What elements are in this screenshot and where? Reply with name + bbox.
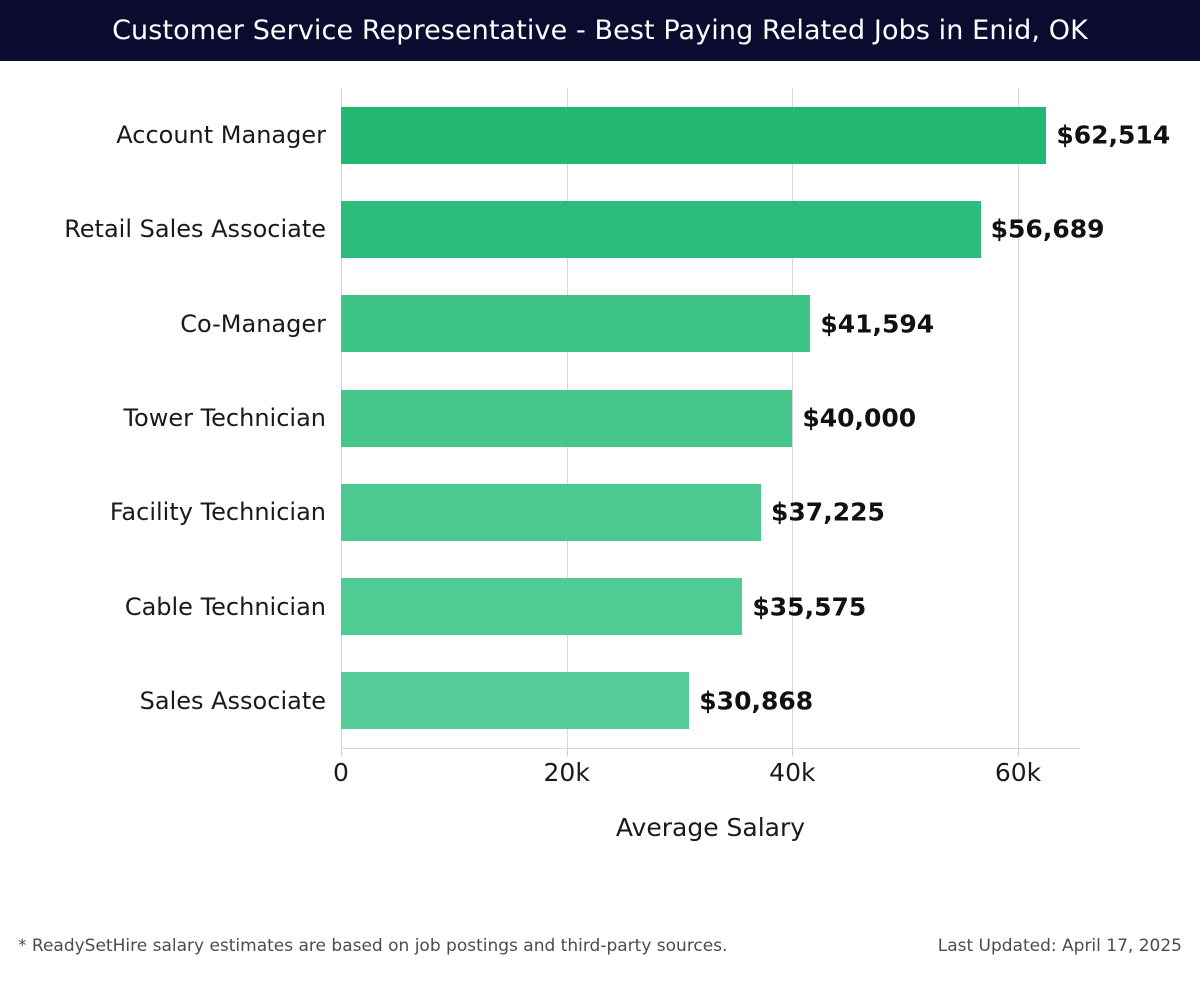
- value-label: $30,868: [699, 686, 814, 716]
- x-tick-mark: [341, 749, 342, 756]
- value-label: $35,575: [752, 592, 867, 622]
- gridline: [792, 88, 794, 748]
- category-label: Facility Technician: [109, 498, 326, 527]
- category-label: Tower Technician: [123, 404, 326, 432]
- category-label: Sales Associate: [139, 686, 326, 715]
- x-axis-line: [341, 748, 1080, 749]
- category-label: Cable Technician: [124, 592, 326, 621]
- bar[interactable]: [341, 578, 743, 636]
- x-tick-label: 20k: [543, 758, 590, 787]
- x-tick-mark: [792, 749, 794, 756]
- bar[interactable]: [341, 483, 762, 541]
- value-label: $62,514: [1056, 120, 1171, 150]
- value-label: $56,689: [990, 214, 1105, 244]
- value-label: $37,225: [771, 497, 885, 527]
- category-label: Co-Manager: [180, 309, 326, 338]
- gridline: [1018, 88, 1019, 748]
- footer-last-updated: Last Updated: April 17, 2025: [937, 936, 1182, 956]
- chart-canvas: Account Manager Retail Sales Associate Co-…: [0, 61, 1200, 956]
- x-tick-label: 0: [333, 758, 349, 787]
- bar[interactable]: [341, 295, 811, 353]
- title-bar: Customer Service Representative - Best P…: [0, 0, 1200, 61]
- footer-note: * ReadySetHire salary estimates are base…: [18, 936, 728, 956]
- value-label: $41,594: [820, 309, 935, 339]
- x-tick-mark: [1018, 749, 1019, 756]
- plot-area: [341, 88, 1080, 748]
- bar[interactable]: [341, 106, 1047, 164]
- x-tick-label: 60k: [994, 758, 1042, 787]
- x-tick-mark: [566, 749, 568, 756]
- footer: * ReadySetHire salary estimates are base…: [0, 936, 1200, 981]
- category-label: Retail Sales Associate: [64, 215, 326, 244]
- page-title: Customer Service Representative - Best P…: [112, 15, 1088, 46]
- bar[interactable]: [341, 389, 793, 447]
- x-tick-label: 40k: [769, 758, 816, 787]
- value-label: $40,000: [802, 403, 917, 433]
- bar[interactable]: [341, 672, 690, 730]
- x-axis-title: Average Salary: [615, 813, 806, 842]
- bar[interactable]: [341, 200, 981, 258]
- category-label: Account Manager: [116, 121, 326, 150]
